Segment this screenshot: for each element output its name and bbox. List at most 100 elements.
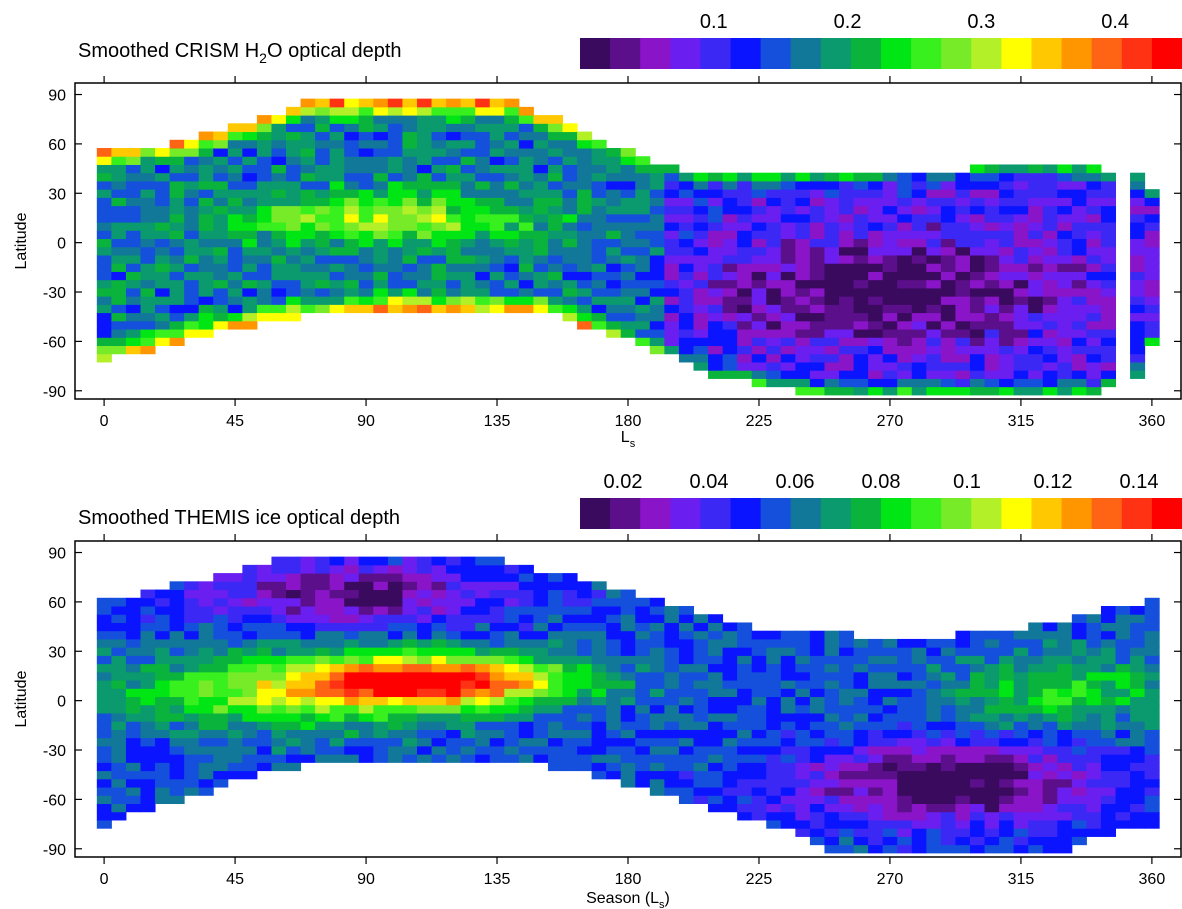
heatmap-cell xyxy=(96,680,112,689)
heatmap-cell xyxy=(242,148,258,157)
heatmap-cell xyxy=(315,222,331,231)
heatmap-cell xyxy=(155,148,171,157)
heatmap-cell xyxy=(271,647,287,656)
heatmap-cell xyxy=(999,378,1015,388)
heatmap-cell xyxy=(227,712,243,722)
heatmap-cell xyxy=(911,172,927,182)
heatmap-cell xyxy=(184,320,200,330)
heatmap-cell xyxy=(547,745,564,755)
heatmap-cell xyxy=(620,762,636,772)
heatmap-cell xyxy=(256,304,272,314)
heatmap-cell xyxy=(1100,378,1117,388)
heatmap-cell xyxy=(1071,263,1087,272)
heatmap-cell xyxy=(198,581,214,591)
heatmap-cell xyxy=(402,597,418,607)
heatmap-cell xyxy=(1130,246,1146,256)
heatmap-cell xyxy=(416,729,433,739)
heatmap-cell xyxy=(809,811,825,821)
heatmap-cell xyxy=(1086,712,1102,722)
heatmap-cell xyxy=(518,597,534,607)
heatmap-cell xyxy=(1042,246,1058,256)
heatmap-cell xyxy=(416,688,433,698)
heatmap-cell xyxy=(213,263,229,272)
heatmap-cell xyxy=(344,205,360,215)
heatmap-cell xyxy=(431,606,447,615)
heatmap-cell xyxy=(839,762,855,772)
heatmap-cell xyxy=(1144,238,1160,248)
heatmap-cell xyxy=(853,287,869,297)
heatmap-cell xyxy=(1013,754,1029,763)
heatmap-cell xyxy=(300,246,316,256)
heatmap-cell xyxy=(198,131,214,141)
heatmap-cell xyxy=(999,688,1015,698)
heatmap-cell xyxy=(635,337,651,347)
heatmap-cell xyxy=(955,378,971,388)
heatmap-cell xyxy=(329,213,345,223)
heatmap-cell xyxy=(533,704,549,714)
heatmap-cell xyxy=(227,638,243,648)
heatmap-cell xyxy=(708,663,724,673)
x-tick-label: 360 xyxy=(1139,871,1166,888)
heatmap-cell xyxy=(999,787,1015,796)
heatmap-cell xyxy=(926,696,942,706)
heatmap-cell xyxy=(227,770,243,780)
heatmap-cell xyxy=(606,671,622,681)
heatmap-cell xyxy=(329,222,345,231)
heatmap-cell xyxy=(693,680,709,689)
heatmap-cell xyxy=(693,770,709,780)
heatmap-cell xyxy=(329,655,345,665)
heatmap-cell xyxy=(227,312,243,322)
heatmap-cell xyxy=(926,819,942,829)
heatmap-cell xyxy=(940,238,956,248)
heatmap-cell xyxy=(96,337,112,347)
heatmap-cell xyxy=(373,148,389,157)
heatmap-cell xyxy=(635,213,651,223)
heatmap-cell xyxy=(606,696,622,706)
heatmap-cell xyxy=(140,795,156,805)
heatmap-cell xyxy=(213,589,229,599)
heatmap-cell xyxy=(1042,811,1058,821)
heatmap-cell xyxy=(1013,312,1029,322)
heatmap-cell xyxy=(577,197,593,207)
heatmap-cell xyxy=(1144,638,1160,648)
heatmap-cell xyxy=(969,378,986,388)
heatmap-cell xyxy=(620,197,636,207)
heatmap-cell xyxy=(708,712,724,722)
heatmap-cell xyxy=(256,197,272,207)
heatmap-cell xyxy=(198,754,214,763)
heatmap-cell xyxy=(1130,353,1146,363)
heatmap-cell xyxy=(300,671,316,681)
heatmap-cell xyxy=(213,238,229,248)
heatmap-cell xyxy=(344,696,360,706)
heatmap-cell xyxy=(940,230,956,240)
heatmap-cell xyxy=(96,238,112,248)
heatmap-cell xyxy=(125,597,141,607)
heatmap-cell xyxy=(824,655,840,665)
heatmap-cell xyxy=(969,164,986,174)
colorbar-tick-label: 0.4 xyxy=(1101,11,1129,33)
heatmap-cell xyxy=(198,180,214,190)
heatmap-cell xyxy=(999,263,1015,272)
heatmap-cell xyxy=(155,246,171,256)
heatmap-cell xyxy=(155,770,171,780)
heatmap-cell xyxy=(1042,329,1058,338)
heatmap-cell xyxy=(984,704,1000,714)
heatmap-cell xyxy=(329,680,345,689)
heatmap-cell xyxy=(242,622,258,632)
colorbar-bin xyxy=(700,38,732,69)
heatmap-cell xyxy=(999,254,1015,264)
heatmap-cell xyxy=(999,655,1015,665)
heatmap-cell xyxy=(504,98,520,108)
heatmap-cell xyxy=(722,189,738,198)
heatmap-cell xyxy=(940,254,956,264)
heatmap-cell xyxy=(766,680,782,689)
heatmap-cell xyxy=(300,564,316,574)
heatmap-cell xyxy=(1130,688,1146,698)
heatmap-cell xyxy=(795,230,811,240)
heatmap-cell xyxy=(489,180,505,190)
heatmap-cell xyxy=(533,655,549,665)
heatmap-cell xyxy=(387,622,403,632)
heatmap-cell xyxy=(125,778,141,788)
heatmap-cell xyxy=(184,238,200,248)
heatmap-cell xyxy=(737,213,753,223)
